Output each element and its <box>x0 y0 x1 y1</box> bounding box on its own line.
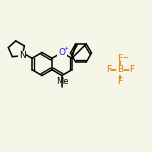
Text: −: − <box>122 55 128 60</box>
Text: O: O <box>58 48 65 57</box>
Text: F: F <box>129 66 134 74</box>
Text: F: F <box>117 54 123 63</box>
Text: B: B <box>117 66 123 74</box>
Text: Me: Me <box>56 77 68 86</box>
Text: +: + <box>64 47 68 52</box>
Text: F: F <box>106 66 111 74</box>
Text: F: F <box>117 77 123 86</box>
Text: N: N <box>19 51 26 60</box>
